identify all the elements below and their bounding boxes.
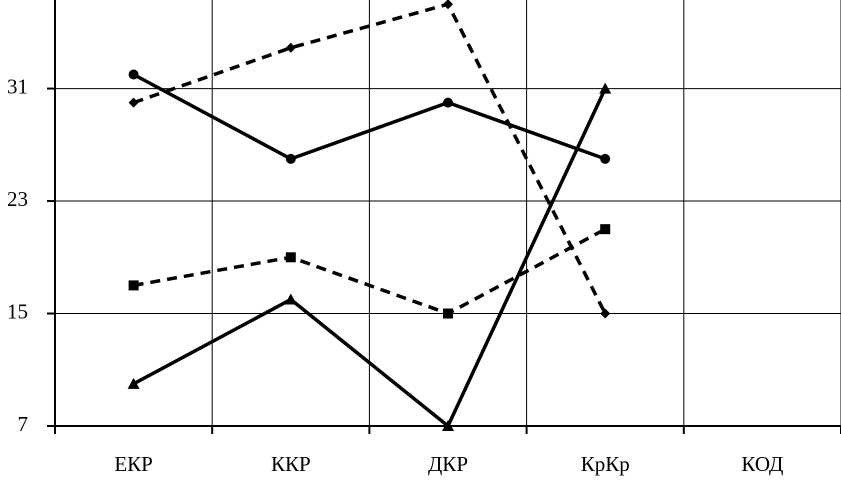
point (127, 377, 140, 389)
point (128, 97, 139, 108)
point (285, 42, 296, 53)
series-line (132, 72, 606, 161)
point (128, 69, 139, 80)
y-tick-label: 31 (7, 74, 28, 98)
x-tick-label: ДКР (428, 452, 468, 476)
point (443, 308, 453, 319)
x-tick-label: КОД (741, 452, 783, 476)
y-tick-label: 7 (18, 412, 29, 436)
point (284, 293, 297, 305)
point (443, 0, 453, 10)
point (600, 224, 611, 235)
point (600, 153, 611, 164)
point (600, 308, 611, 319)
point (443, 97, 453, 108)
x-tick-label: КрКр (581, 452, 630, 476)
x-tick-label: ЕКР (114, 452, 153, 476)
point (285, 153, 296, 164)
point (442, 420, 454, 431)
point (599, 82, 612, 94)
point (285, 252, 296, 263)
series-line (132, 87, 607, 429)
x-tick-label: ККР (271, 452, 311, 476)
series-line (133, 227, 607, 316)
y-tick-label: 23 (7, 187, 28, 211)
point (128, 280, 139, 291)
y-tick-label: 15 (7, 299, 28, 323)
